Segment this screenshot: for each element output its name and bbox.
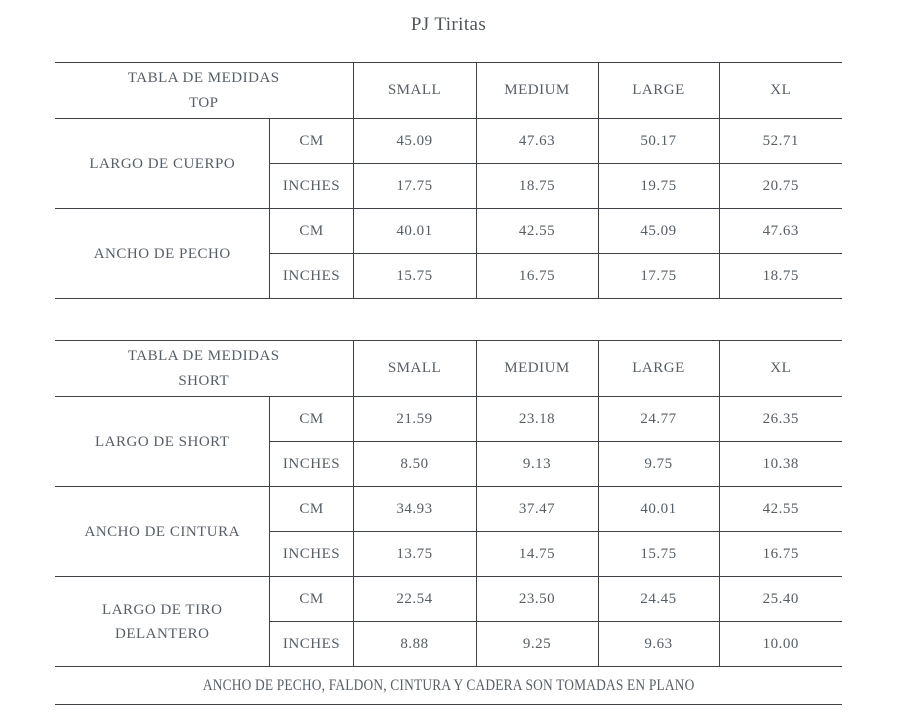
- unit-label-cm: CM: [269, 208, 354, 254]
- value-cell: 45.09: [597, 208, 720, 254]
- value-cell: 40.01: [597, 486, 720, 532]
- value-cell: 26.35: [718, 396, 842, 442]
- value-cell: 23.18: [475, 396, 599, 442]
- measure-label-largo-de-short: LARGO DE SHORT: [54, 396, 271, 487]
- column-header-large: LARGE: [597, 62, 720, 119]
- table-row: INCHES 13.75 14.75 15.75 16.75: [55, 531, 842, 577]
- size-table-short: TABLA DE MEDIDAS SHORT SMALL MEDIUM LARG…: [54, 340, 842, 705]
- table-row: ANCHO DE PECHO CM 40.01 42.55 45.09 47.6…: [54, 208, 842, 299]
- value-cell: 24.77: [597, 396, 720, 442]
- measure-label-ancho-de-cintura: ANCHO DE CINTURA: [54, 486, 271, 577]
- value-cell: 40.01: [352, 208, 477, 254]
- unit-label-inches: INCHES: [269, 163, 354, 209]
- unit-label-inches: INCHES: [269, 621, 354, 667]
- footer-row: ANCHO DE PECHO, FALDON, CINTURA Y CADERA…: [54, 666, 842, 705]
- value-cell: 24.45: [597, 576, 720, 622]
- unit-label-cm: CM: [269, 118, 354, 164]
- value-cell: 20.75: [718, 163, 842, 209]
- column-header-small: SMALL: [352, 340, 477, 397]
- unit-label-cm: CM: [269, 576, 354, 622]
- value-cell: 47.63: [718, 208, 842, 254]
- measurement-note-cell: ANCHO DE PECHO, FALDON, CINTURA Y CADERA…: [54, 666, 842, 705]
- value-cell: 19.75: [597, 163, 720, 209]
- table-title-line2: TOP: [188, 94, 219, 111]
- size-chart-page: PJ Tiritas TABLA DE MEDIDAS TOP SMALL ME…: [54, 14, 842, 705]
- table-row: LARGO DE TIRO DELANTERO CM 22.54 23.50 2…: [54, 576, 842, 667]
- value-cell: 17.75: [597, 253, 720, 299]
- header-row: TABLA DE MEDIDAS SHORT SMALL MEDIUM LARG…: [54, 340, 842, 397]
- value-cell: 8.50: [352, 441, 477, 487]
- table-title-cell: TABLA DE MEDIDAS TOP: [54, 62, 354, 119]
- column-header-xl: XL: [718, 62, 842, 119]
- value-cell: 13.75: [352, 531, 477, 577]
- value-cell: 16.75: [718, 531, 842, 577]
- table-title-cell: TABLA DE MEDIDAS SHORT: [54, 340, 354, 397]
- value-cell: 14.75: [475, 531, 599, 577]
- column-header-xl: XL: [718, 340, 842, 397]
- column-header-small: SMALL: [352, 62, 477, 119]
- table-row: LARGO DE CUERPO CM 45.09 47.63 50.17 52.…: [54, 118, 842, 209]
- value-cell: 9.75: [597, 441, 720, 487]
- value-cell: 47.63: [475, 118, 599, 164]
- value-cell: 18.75: [475, 163, 599, 209]
- value-cell: 42.55: [718, 486, 842, 532]
- value-cell: 10.00: [718, 621, 842, 667]
- table-row: ANCHO DE CINTURA CM 34.93 37.47 40.01 42…: [54, 486, 842, 577]
- table-row: INCHES 8.50 9.13 9.75 10.38: [55, 441, 842, 487]
- table-row: INCHES 8.88 9.25 9.63 10.00: [55, 621, 842, 667]
- column-header-medium: MEDIUM: [475, 340, 599, 397]
- table-row: LARGO DE SHORT CM 21.59 23.18 24.77 26.3…: [54, 396, 842, 487]
- value-cell: 50.17: [597, 118, 720, 164]
- value-cell: 15.75: [597, 531, 720, 577]
- page-title: PJ Tiritas: [410, 14, 487, 35]
- measurement-note: ANCHO DE PECHO, FALDON, CINTURA Y CADERA…: [202, 676, 695, 694]
- unit-label-inches: INCHES: [269, 441, 354, 487]
- unit-label-cm: CM: [269, 486, 354, 532]
- table-title-line1: TABLA DE MEDIDAS: [127, 69, 280, 86]
- table-row: INCHES 15.75 16.75 17.75 18.75: [55, 253, 842, 299]
- column-header-medium: MEDIUM: [475, 62, 599, 119]
- table-title-line1: TABLA DE MEDIDAS: [127, 347, 280, 364]
- value-cell: 16.75: [475, 253, 599, 299]
- unit-label-cm: CM: [269, 396, 354, 442]
- unit-label-inches: INCHES: [269, 253, 354, 299]
- table-title-line2: SHORT: [178, 372, 230, 389]
- value-cell: 37.47: [475, 486, 599, 532]
- value-cell: 9.13: [475, 441, 599, 487]
- unit-label-inches: INCHES: [269, 531, 354, 577]
- value-cell: 52.71: [718, 118, 842, 164]
- value-cell: 10.38: [718, 441, 842, 487]
- value-cell: 42.55: [475, 208, 599, 254]
- measure-label-ancho-de-pecho: ANCHO DE PECHO: [54, 208, 271, 299]
- value-cell: 23.50: [475, 576, 599, 622]
- value-cell: 21.59: [352, 396, 477, 442]
- column-header-large: LARGE: [597, 340, 720, 397]
- size-table-top: TABLA DE MEDIDAS TOP SMALL MEDIUM LARGE …: [54, 62, 842, 299]
- value-cell: 34.93: [352, 486, 477, 532]
- value-cell: 45.09: [352, 118, 477, 164]
- value-cell: 18.75: [718, 253, 842, 299]
- value-cell: 22.54: [352, 576, 477, 622]
- value-cell: 15.75: [352, 253, 477, 299]
- measure-label-largo-de-tiro-delantero: LARGO DE TIRO DELANTERO: [54, 576, 271, 667]
- value-cell: 8.88: [352, 621, 477, 667]
- value-cell: 17.75: [352, 163, 477, 209]
- measure-label-largo-de-cuerpo: LARGO DE CUERPO: [54, 118, 271, 209]
- value-cell: 9.63: [597, 621, 720, 667]
- value-cell: 25.40: [718, 576, 842, 622]
- value-cell: 9.25: [475, 621, 599, 667]
- header-row: TABLA DE MEDIDAS TOP SMALL MEDIUM LARGE …: [54, 62, 842, 119]
